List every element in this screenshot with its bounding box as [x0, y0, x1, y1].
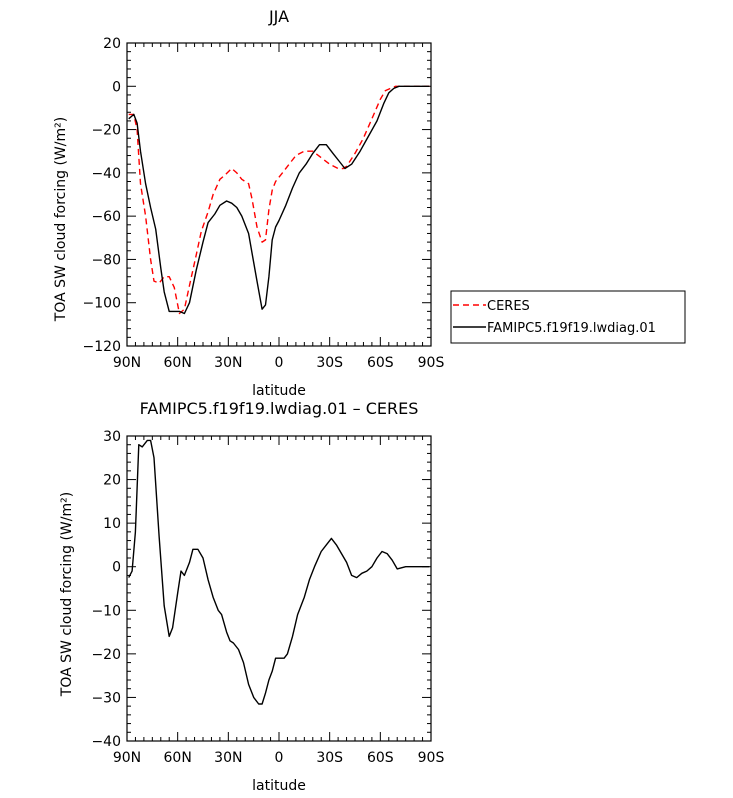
chart-top-axes: 90N 60N 30N 0 30S 60S 90S 20 0 −20 −40 −60 −80 −100 −1…	[83, 36, 445, 371]
legend-ceres-label: CERES	[487, 299, 530, 314]
top-y-tick-label: 20	[103, 36, 121, 52]
top-x-tick-label: 60S	[367, 355, 394, 371]
top-y-tick-label: −100	[83, 296, 121, 312]
top-x-tick-label: 90N	[113, 355, 141, 371]
bottom-y-tick-label: −20	[91, 647, 121, 663]
bottom-plot-frame	[126, 435, 432, 742]
bottom-series-line-0	[128, 439, 430, 705]
legend-model-label: FAMIPC5.f19f19.lwdiag.01	[487, 321, 656, 336]
bottom-y-tick-label: 20	[103, 473, 121, 489]
bottom-y-tick-label: 30	[103, 429, 121, 445]
bottom-y-tick-label: −40	[91, 734, 121, 750]
top-y-tick-label: −120	[83, 339, 121, 355]
chart-bottom-axes: 90N 60N 30N 0 30S 60S 90S 30 20 10 0 −10 −20 −30 −40	[91, 429, 444, 766]
top-x-tick-label: 30S	[316, 355, 343, 371]
bottom-x-tick-label: 60N	[164, 750, 192, 766]
bottom-x-tick-label: 30S	[316, 750, 343, 766]
chart-top-xlabel: latitude	[252, 383, 306, 399]
top-y-tick-label: −20	[91, 123, 121, 139]
top-x-tick-label: 90S	[418, 355, 445, 371]
chart-bottom-title: FAMIPC5.f19f19.lwdiag.01 – CERES	[140, 399, 419, 418]
chart-bottom-series	[128, 439, 430, 705]
chart-bottom: FAMIPC5.f19f19.lwdiag.01 – CERES 90N 60N 3…	[59, 399, 444, 794]
bottom-x-tick-label: 30N	[214, 750, 242, 766]
chart-top-series	[128, 85, 430, 315]
top-series-line-0	[128, 85, 430, 315]
chart-bottom-ylabel: TOA SW cloud forcing (W/m²)	[59, 492, 75, 697]
chart-top-title: JJA	[268, 7, 289, 26]
bottom-x-tick-label: 60S	[367, 750, 394, 766]
top-y-tick-label: −40	[91, 166, 121, 182]
top-y-tick-label: 0	[112, 79, 121, 95]
legend-box	[450, 290, 686, 344]
bottom-x-tick-label: 90N	[113, 750, 141, 766]
bottom-y-tick-label: 0	[112, 560, 121, 576]
bottom-y-tick-label: 10	[103, 516, 121, 532]
chart-top-ylabel: TOA SW cloud forcing (W/m²)	[53, 117, 69, 322]
bottom-x-tick-label: 0	[275, 750, 284, 766]
top-x-tick-label: 60N	[164, 355, 192, 371]
top-x-tick-label: 0	[275, 355, 284, 371]
bottom-y-tick-label: −10	[91, 603, 121, 619]
bottom-x-tick-label: 90S	[418, 750, 445, 766]
bottom-y-tick-label: −30	[91, 690, 121, 706]
top-y-tick-label: −80	[91, 252, 121, 268]
top-y-tick-label: −60	[91, 209, 121, 225]
chart-top-legend: CERES FAMIPC5.f19f19.lwdiag.01	[450, 290, 686, 344]
chart-bottom-xlabel: latitude	[252, 778, 306, 794]
top-x-tick-label: 30N	[214, 355, 242, 371]
top-plot-frame	[126, 42, 432, 347]
top-series-line-1	[128, 85, 430, 315]
chart-top: JJA 90N 60N 30N 0 30S 60S 90S 20 0 −20 −40 −60 −80 −1…	[53, 7, 686, 399]
